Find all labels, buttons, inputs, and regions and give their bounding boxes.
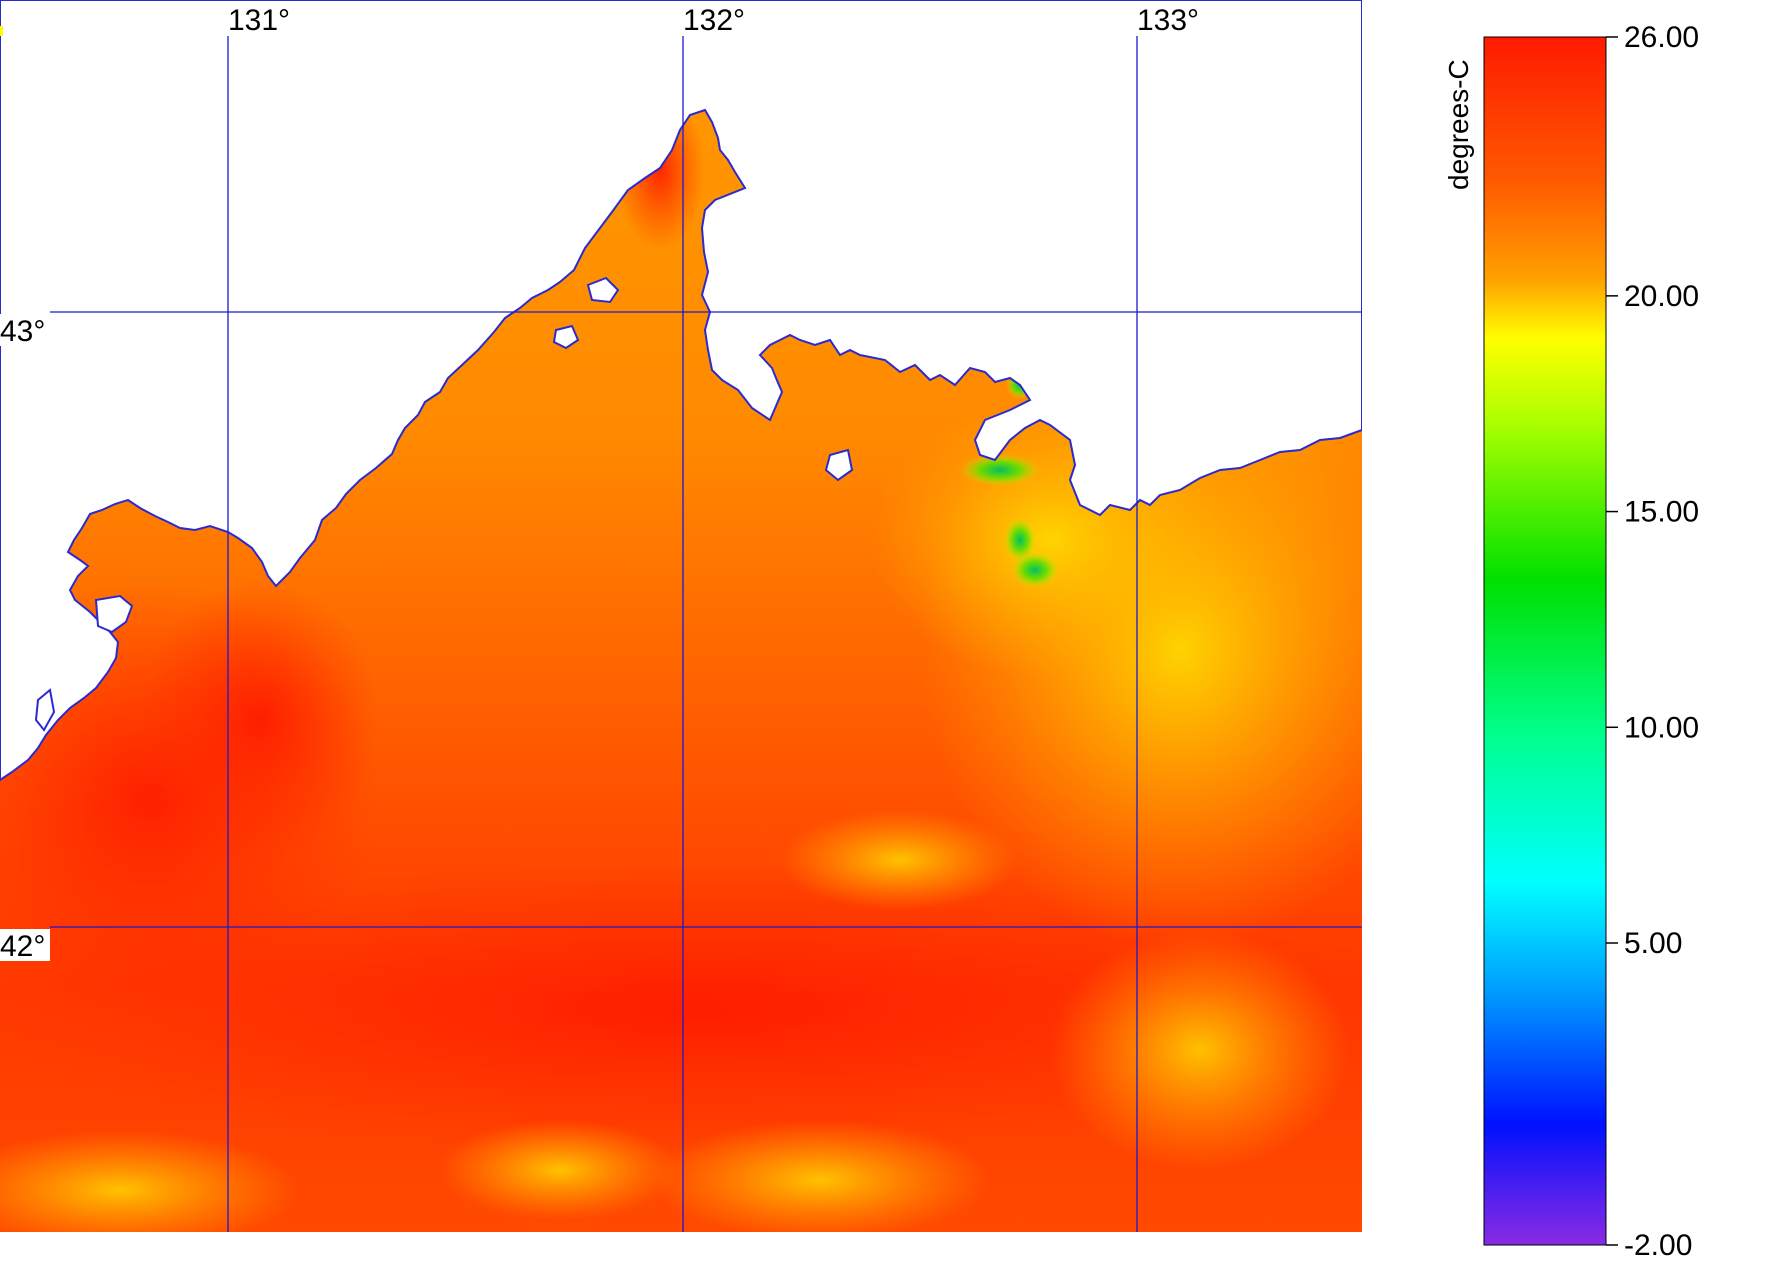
land-mass — [0, 0, 1362, 782]
latitude-label-42: 42° — [0, 930, 45, 963]
colorbar-unit-label: degrees-C — [1443, 59, 1474, 190]
colorbar: 26.00 20.00 15.00 10.00 5.00 -2.00 degrees-C — [1443, 21, 1699, 1262]
colorbar-tick-label: -2.00 — [1624, 1229, 1692, 1262]
longitude-label-132: 132° — [683, 4, 745, 37]
graticule — [50, 36, 1362, 1232]
latitude-label-bg-42 — [0, 929, 50, 961]
corner-marker — [0, 26, 3, 36]
longitude-label-133: 133° — [1137, 4, 1199, 37]
yellow-patch-south-1 — [650, 1120, 990, 1232]
longitude-label-131: 131° — [228, 4, 290, 37]
sst-raster — [0, 0, 1362, 1232]
yellow-patch-southeast — [1050, 930, 1350, 1170]
island-3 — [586, 276, 620, 304]
island-5 — [824, 448, 854, 482]
colorbar-tick-label: 5.00 — [1624, 927, 1682, 960]
warm-band — [0, 860, 1362, 1160]
island-4 — [552, 324, 580, 350]
warm-patch-west-2 — [140, 580, 380, 860]
colorbar-tick-label: 10.00 — [1624, 711, 1699, 744]
cold-streak-1 — [960, 454, 1040, 486]
colorbar-tick-label: 15.00 — [1624, 496, 1699, 529]
colorbar-tick-label: 20.00 — [1624, 280, 1699, 313]
island-1 — [94, 594, 134, 634]
island-2 — [34, 688, 56, 732]
cold-streak-2 — [1004, 518, 1036, 562]
colorbar-ticks: 26.00 20.00 15.00 10.00 5.00 -2.00 — [1606, 21, 1699, 1262]
latitude-label-43: 43° — [0, 315, 45, 348]
cold-streak-3 — [1011, 552, 1059, 588]
colorbar-ramp — [1483, 36, 1607, 1246]
yellow-patch-center — [780, 810, 1020, 910]
colorbar-tick-label: 26.00 — [1624, 21, 1699, 54]
latitude-label-bg-43 — [0, 314, 50, 346]
yellow-patch-south-3 — [0, 1130, 300, 1232]
yellow-patch-south-2 — [440, 1120, 680, 1220]
